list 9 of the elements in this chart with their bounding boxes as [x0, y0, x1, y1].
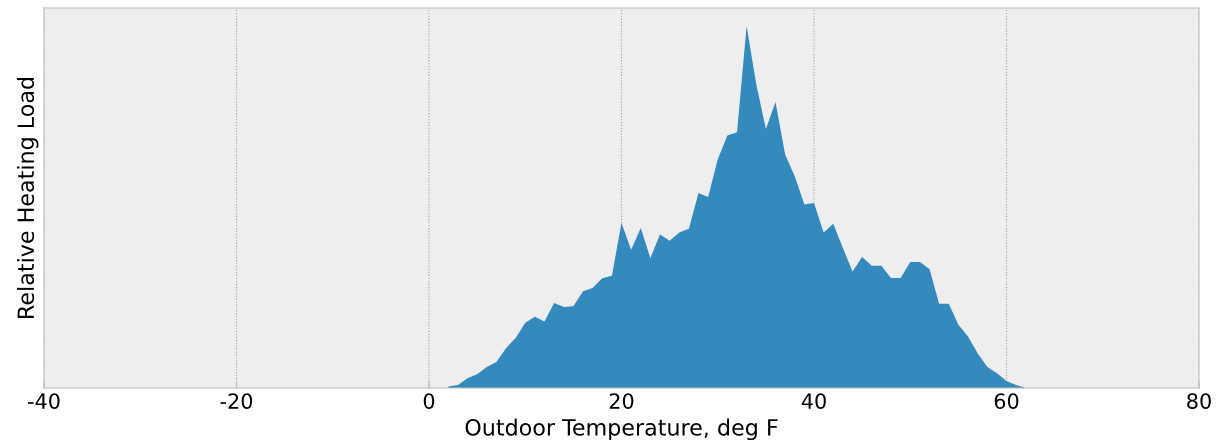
x-tick-label: 40 — [801, 393, 826, 409]
x-axis-title: Outdoor Temperature, deg F — [465, 418, 778, 441]
x-tick-label: 0 — [423, 393, 435, 409]
x-tick-label: -20 — [220, 393, 253, 409]
x-tick-label: 80 — [1187, 393, 1211, 409]
x-tick-label: 20 — [609, 393, 634, 409]
x-tick-label: -40 — [28, 393, 60, 409]
x-tick-label: 60 — [994, 393, 1019, 409]
y-axis-title: Relative Heating Load — [16, 77, 39, 318]
